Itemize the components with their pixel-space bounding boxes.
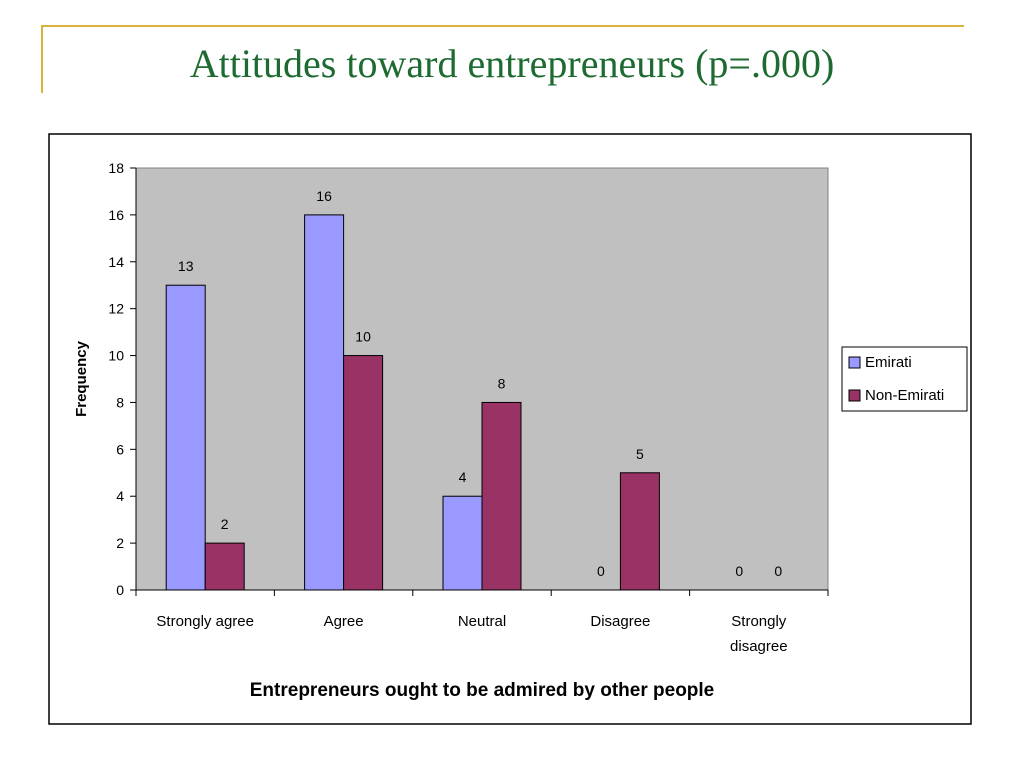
data-label: 4 <box>459 469 467 485</box>
legend-label-non-emirati: Non-Emirati <box>865 387 944 404</box>
legend-swatch-emirati <box>848 356 861 369</box>
data-label: 5 <box>636 446 644 462</box>
data-label: 8 <box>498 375 506 391</box>
bar-non-emirati <box>204 542 245 591</box>
labels-layer: 0 2 4 6 8 10 12 14 16 18 13 16 4 0 0 2 10 8 5 0 Strongly agr… <box>108 160 787 655</box>
legend-label-emirati: Emirati <box>865 354 912 371</box>
data-label: 13 <box>178 258 194 274</box>
bar-non-emirati <box>343 355 384 591</box>
data-label: 0 <box>774 563 782 579</box>
y-tick-label: 8 <box>116 394 124 410</box>
y-tick-label: 18 <box>108 160 124 176</box>
accent-line-horizontal <box>41 25 964 27</box>
x-tick-label: Strongly disagree <box>730 613 788 655</box>
data-label: 10 <box>355 329 371 345</box>
bar-emirati <box>304 214 345 591</box>
y-tick-label: 6 <box>116 441 124 457</box>
y-tick-label: 16 <box>108 207 124 223</box>
x-axis-title: Entrepreneurs ought to be admired by oth… <box>250 680 715 701</box>
x-tick-label: Strongly agree <box>156 613 254 630</box>
y-tick-label: 4 <box>116 488 124 504</box>
y-tick-label: 2 <box>116 535 124 551</box>
legend-swatch-non-emirati <box>848 389 861 402</box>
bar-emirati <box>165 284 206 591</box>
bar-non-emirati <box>619 472 660 591</box>
bars-layer <box>165 214 660 591</box>
data-label: 0 <box>735 563 743 579</box>
y-tick-label: 12 <box>108 301 124 317</box>
y-axis-title: Frequency <box>73 340 90 417</box>
bar-emirati <box>442 495 483 591</box>
x-tick-label: Agree <box>324 613 364 630</box>
accent-line-vertical <box>41 25 43 93</box>
axes-layer <box>130 167 829 596</box>
x-tick-label: Disagree <box>590 613 650 630</box>
y-tick-label: 0 <box>116 582 124 598</box>
x-tick-label: Neutral <box>458 613 506 630</box>
slide-title: Attitudes toward entrepreneurs (p=.000) <box>189 41 835 86</box>
data-label: 0 <box>597 563 605 579</box>
y-tick-label: 10 <box>108 348 124 364</box>
data-label: 16 <box>316 188 332 204</box>
bar-non-emirati <box>481 401 522 591</box>
y-tick-label: 14 <box>108 254 124 270</box>
legend-box <box>841 346 968 412</box>
data-label: 2 <box>221 516 229 532</box>
legend: Emirati Non-Emirati <box>841 346 968 412</box>
